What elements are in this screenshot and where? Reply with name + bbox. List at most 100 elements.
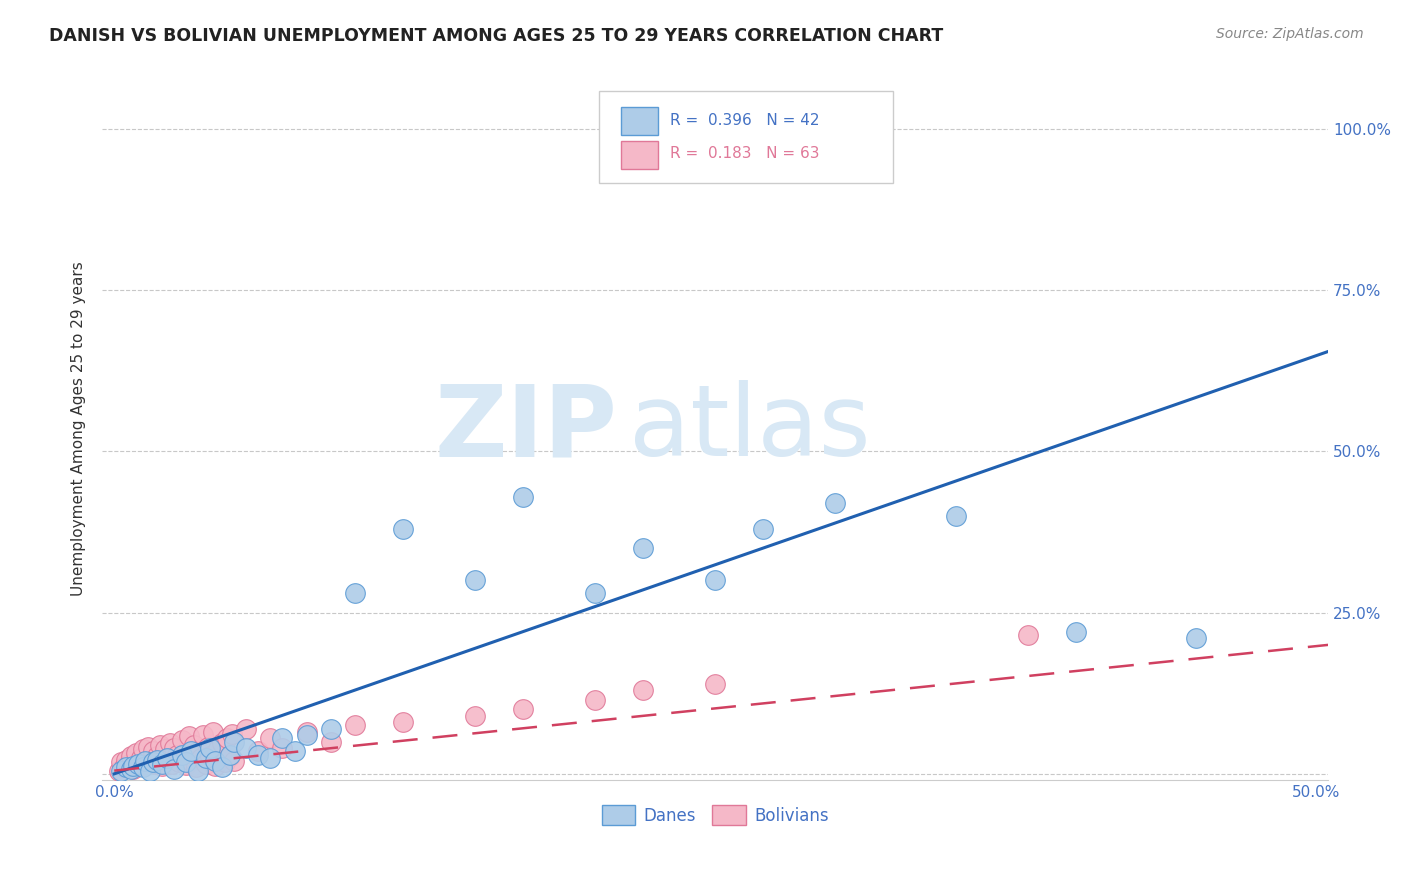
Point	[235, 741, 257, 756]
Point	[247, 747, 270, 762]
Point	[142, 744, 165, 758]
Point	[631, 683, 654, 698]
Point	[464, 574, 486, 588]
Point	[391, 715, 413, 730]
Point	[118, 757, 141, 772]
Point	[343, 586, 366, 600]
Point	[134, 754, 156, 768]
Point	[512, 490, 534, 504]
Point	[217, 731, 239, 746]
Point	[945, 508, 967, 523]
Point	[176, 757, 198, 772]
Point	[1064, 625, 1087, 640]
Point	[149, 738, 172, 752]
Point	[200, 741, 222, 756]
Point	[221, 727, 243, 741]
Point	[464, 708, 486, 723]
Text: Source: ZipAtlas.com: Source: ZipAtlas.com	[1216, 27, 1364, 41]
Point	[583, 692, 606, 706]
Point	[824, 496, 846, 510]
Point	[170, 747, 193, 762]
Point	[110, 764, 132, 778]
Point	[271, 741, 294, 756]
Point	[115, 753, 138, 767]
Point	[319, 722, 342, 736]
Point	[704, 676, 727, 690]
Point	[319, 734, 342, 748]
Point	[343, 718, 366, 732]
Point	[170, 733, 193, 747]
Point	[160, 756, 183, 771]
Point	[166, 747, 188, 762]
Point	[197, 739, 219, 754]
Point	[127, 757, 149, 772]
Point	[752, 522, 775, 536]
Point	[127, 759, 149, 773]
Point	[139, 754, 162, 768]
Point	[704, 574, 727, 588]
Point	[631, 541, 654, 556]
Point	[180, 754, 202, 768]
FancyBboxPatch shape	[621, 107, 658, 135]
Point	[159, 736, 181, 750]
Point	[132, 742, 155, 756]
Point	[173, 751, 195, 765]
Text: ZIP: ZIP	[434, 380, 617, 477]
Point	[208, 753, 231, 767]
Point	[235, 722, 257, 736]
Point	[211, 736, 233, 750]
Point	[120, 762, 142, 776]
Point	[163, 741, 186, 756]
Point	[224, 754, 246, 768]
Point	[122, 759, 145, 773]
Point	[110, 756, 132, 770]
FancyBboxPatch shape	[621, 141, 658, 169]
Point	[125, 746, 148, 760]
Point	[129, 750, 152, 764]
Point	[391, 522, 413, 536]
Point	[142, 756, 165, 770]
Point	[146, 753, 169, 767]
Point	[259, 750, 281, 764]
Point	[177, 730, 200, 744]
Point	[218, 748, 240, 763]
Point	[194, 756, 217, 771]
Point	[1017, 628, 1039, 642]
Point	[295, 725, 318, 739]
Point	[201, 725, 224, 739]
Text: DANISH VS BOLIVIAN UNEMPLOYMENT AMONG AGES 25 TO 29 YEARS CORRELATION CHART: DANISH VS BOLIVIAN UNEMPLOYMENT AMONG AG…	[49, 27, 943, 45]
Point	[163, 762, 186, 776]
Point	[108, 764, 131, 778]
Point	[224, 734, 246, 748]
Point	[204, 759, 226, 773]
Point	[187, 764, 209, 778]
Point	[193, 728, 215, 742]
Point	[200, 748, 222, 763]
FancyBboxPatch shape	[599, 92, 893, 183]
Point	[150, 759, 173, 773]
Point	[156, 753, 179, 767]
Point	[146, 748, 169, 763]
Point	[180, 744, 202, 758]
Point	[122, 762, 145, 776]
Point	[112, 760, 135, 774]
Point	[204, 754, 226, 768]
Legend: Danes, Bolivians: Danes, Bolivians	[602, 805, 828, 825]
Point	[115, 760, 138, 774]
Point	[132, 760, 155, 774]
Point	[120, 748, 142, 763]
Point	[134, 756, 156, 770]
Text: R =  0.183   N = 63: R = 0.183 N = 63	[669, 146, 820, 161]
Point	[176, 756, 198, 770]
Point	[150, 757, 173, 772]
Point	[271, 731, 294, 746]
Point	[512, 702, 534, 716]
Point	[139, 764, 162, 778]
Text: R =  0.396   N = 42: R = 0.396 N = 42	[669, 112, 820, 128]
Point	[143, 757, 166, 772]
Point	[283, 744, 305, 758]
Point	[295, 728, 318, 742]
Point	[247, 744, 270, 758]
Point	[259, 731, 281, 746]
Point	[211, 760, 233, 774]
